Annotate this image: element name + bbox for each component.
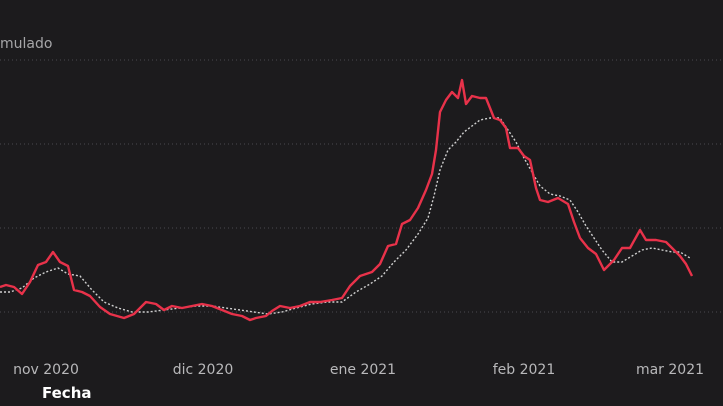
x-tick-label: nov 2020	[13, 362, 79, 378]
grid-lines	[0, 59, 723, 313]
x-axis-title: Fecha	[42, 384, 92, 402]
series-line-solid	[0, 78, 694, 322]
x-tick-labels: nov 2020 dic 2020 ene 2021 feb 2021 mar 2021	[13, 362, 704, 378]
series-line-dotted	[0, 117, 691, 315]
y-axis-label: mulado	[0, 36, 53, 52]
x-tick-label: feb 2021	[493, 362, 556, 378]
x-tick-label: mar 2021	[636, 362, 704, 378]
x-tick-label: dic 2020	[173, 362, 234, 378]
series-lines	[0, 78, 694, 322]
x-tick-label: ene 2021	[330, 362, 396, 378]
